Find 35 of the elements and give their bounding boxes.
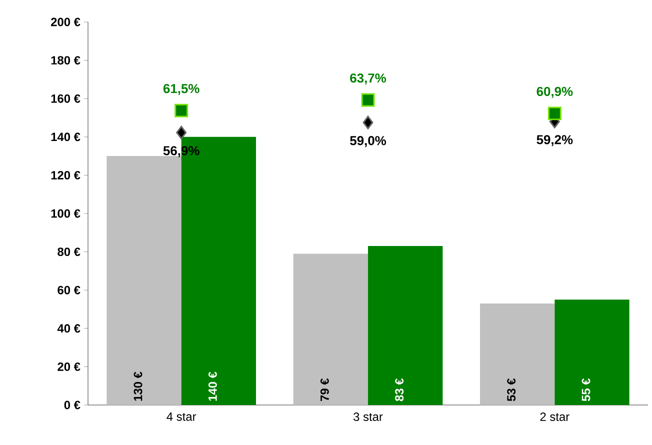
data-label: 60,9% [536, 86, 573, 98]
y-tick-label: 200 € [51, 18, 80, 26]
point [362, 116, 374, 130]
data-label: 59,2% [536, 135, 573, 146]
bar [554, 300, 630, 405]
point [548, 106, 562, 120]
data-label: 130 € [134, 372, 142, 401]
data-label: 55 € [582, 378, 590, 402]
data-label: 63,7% [350, 73, 386, 85]
data-label: 53 € [507, 378, 516, 402]
point [176, 126, 187, 140]
x-tick-label: 2 star [540, 412, 570, 421]
bar [293, 254, 368, 405]
y-tick-label: 80 € [58, 248, 80, 256]
y-tick-label: 140 € [51, 132, 80, 142]
bar [480, 304, 555, 405]
data-label: 83 € [395, 378, 404, 402]
y-tick-label: 60 € [58, 286, 80, 294]
bar [106, 156, 182, 405]
data-label: 61,5% [163, 84, 200, 96]
y-tick-label: 180 € [51, 56, 80, 65]
data-label: 79 € [320, 378, 329, 401]
bar [368, 246, 443, 405]
y-tick-label: 160 € [51, 94, 80, 103]
point [361, 93, 375, 107]
y-tick-label: 20 € [58, 362, 80, 371]
x-tick-label: 4 star [166, 412, 196, 421]
y-tick-label: 120 € [51, 170, 80, 180]
y-tick-label: 0 € [64, 400, 80, 410]
data-label: 59,0% [350, 136, 386, 148]
y-tick-label: 40 € [57, 324, 80, 333]
point [174, 104, 188, 118]
y-tick-label: 100 € [51, 209, 80, 218]
x-tick-label: 3 star [354, 412, 383, 421]
data-label: 140 € [208, 372, 217, 401]
